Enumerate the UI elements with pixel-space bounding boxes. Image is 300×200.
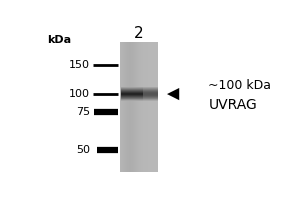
Bar [121,96,158,97]
Bar [126,42,127,172]
Text: 50: 50 [76,145,90,155]
Bar [148,42,149,172]
Bar [142,42,143,172]
Bar [121,98,158,99]
Bar [138,42,139,172]
Bar [140,42,141,172]
Bar [145,42,146,172]
Bar [130,42,131,172]
Text: kDa: kDa [47,35,71,45]
Bar [143,88,158,89]
Bar [121,92,158,93]
Bar [149,42,150,172]
Bar [152,42,153,172]
Bar [156,42,157,172]
Bar [127,42,128,172]
Bar [124,42,125,172]
Bar [143,100,158,101]
Bar [143,93,158,94]
Bar [150,42,151,172]
Bar [147,42,148,172]
Bar [134,42,135,172]
Bar [143,89,158,90]
Bar [132,42,133,172]
Bar [133,42,134,172]
Bar [155,42,156,172]
Bar [125,42,126,172]
Bar [157,42,158,172]
Bar [131,42,132,172]
Text: 75: 75 [76,107,90,117]
Bar [121,87,158,88]
Bar [121,99,158,100]
Bar [129,42,130,172]
Bar [144,42,145,172]
Bar [128,42,129,172]
Bar [135,42,136,172]
Text: ~100 kDa: ~100 kDa [208,79,272,92]
Bar [121,88,158,89]
Bar [146,42,147,172]
Bar [143,96,158,97]
Bar [121,100,158,101]
Bar [121,94,158,95]
Bar [120,42,158,172]
Text: 150: 150 [69,60,90,70]
Bar [151,42,152,172]
Bar [137,42,138,172]
Text: 100: 100 [69,89,90,99]
Bar [123,42,124,172]
Bar [122,42,123,172]
Bar [141,42,142,172]
Bar [121,90,158,91]
Bar [143,98,158,99]
Bar [143,42,144,172]
Bar [143,95,158,96]
Bar [143,87,158,88]
Bar [143,92,158,93]
Bar [153,42,154,172]
Bar [121,97,158,98]
Bar [121,95,158,96]
Bar [143,94,158,95]
Bar [143,99,158,100]
Text: 2: 2 [134,26,143,41]
Bar [143,91,158,92]
Bar [136,42,137,172]
Bar [143,97,158,98]
Bar [120,42,121,172]
Bar [121,91,158,92]
Bar [143,90,158,91]
Text: UVRAG: UVRAG [208,98,257,112]
Bar [121,89,158,90]
Bar [154,42,155,172]
Bar [139,42,140,172]
Bar [121,42,122,172]
Bar [121,93,158,94]
